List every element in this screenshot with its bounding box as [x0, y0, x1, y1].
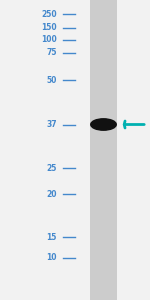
Text: 75: 75 [46, 48, 57, 57]
Text: 150: 150 [41, 23, 57, 32]
Ellipse shape [91, 119, 116, 130]
Text: 25: 25 [47, 164, 57, 172]
Text: 37: 37 [46, 120, 57, 129]
Text: 10: 10 [46, 254, 57, 262]
Text: 100: 100 [41, 35, 57, 44]
Text: 250: 250 [41, 10, 57, 19]
Text: 15: 15 [47, 232, 57, 242]
Text: 50: 50 [47, 76, 57, 85]
Text: 20: 20 [46, 190, 57, 199]
Bar [90, 0, 117, 300]
